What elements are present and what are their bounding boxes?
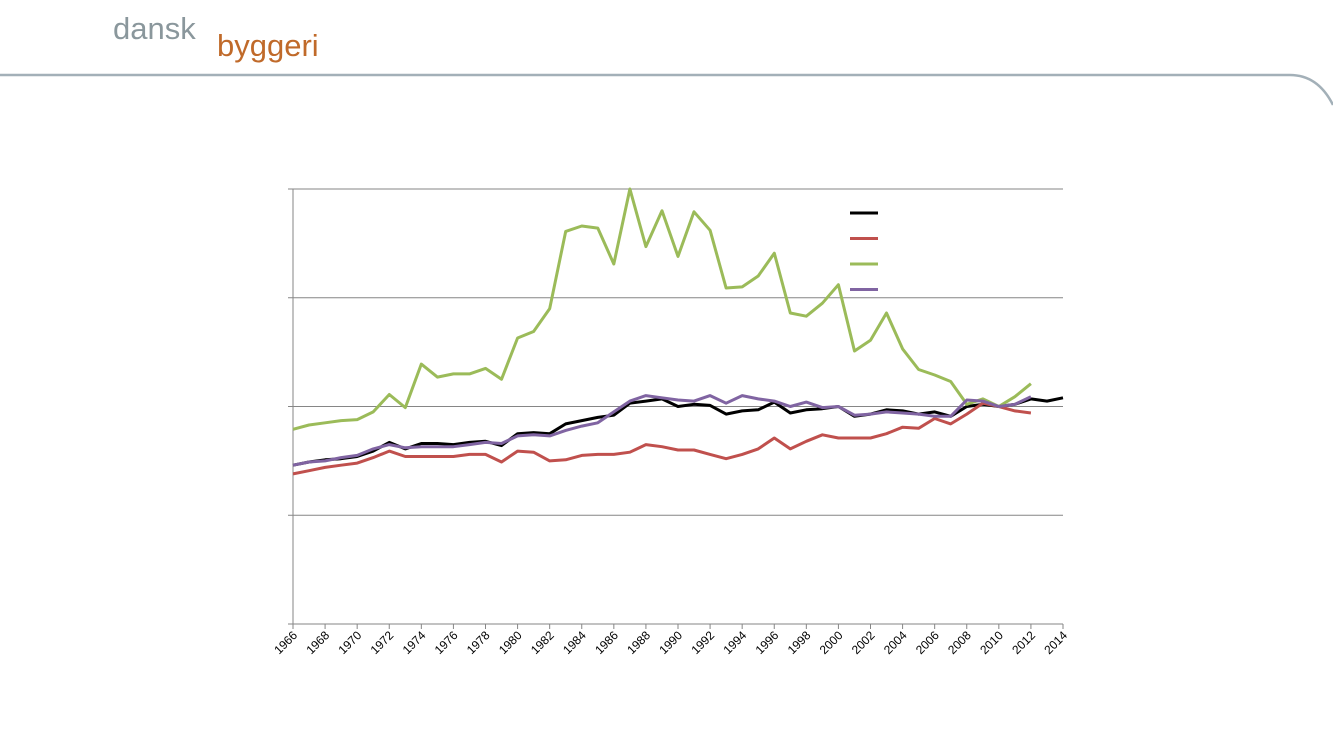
x-tick-label: 2008 [945, 628, 974, 657]
x-tick-label: 1970 [336, 628, 365, 657]
x-tick-label: 1982 [528, 628, 557, 657]
axes [288, 188, 1064, 629]
x-tick-label: 2004 [881, 628, 910, 657]
x-tick-label: 1996 [753, 628, 782, 657]
x-tick-label: 2014 [1041, 628, 1070, 657]
x-tick-label: 1966 [271, 628, 300, 657]
x-tick-label: 1998 [785, 628, 814, 657]
x-tick-label: 2000 [817, 628, 846, 657]
header-rule [0, 73, 1333, 106]
x-tick-label: 2002 [849, 628, 878, 657]
x-tick-label: 1988 [624, 628, 653, 657]
x-tick-label: 1984 [560, 628, 589, 657]
x-tick-label: 1976 [432, 628, 461, 657]
legend [850, 211, 878, 291]
series-line-4 [292, 394, 1032, 467]
dansk-byggeri-logo: dansk byggeri [113, 12, 319, 63]
x-tick-label: 1972 [368, 628, 397, 657]
logo-dansk-text: dansk [113, 12, 196, 46]
series-line-3 [292, 187, 1032, 431]
x-tick-label: 2006 [913, 628, 942, 657]
series-line-1 [292, 396, 1064, 467]
grid-lines [293, 188, 1063, 516]
x-tick-label: 1968 [303, 628, 332, 657]
series-lines [292, 187, 1064, 476]
x-tick-label: 1986 [592, 628, 621, 657]
x-tick-label: 1994 [721, 628, 750, 657]
x-tick-label: 1978 [464, 628, 493, 657]
series-line-2 [292, 401, 1032, 476]
logo-byggeri-text: byggeri [217, 28, 319, 63]
x-tick-label: 1990 [656, 628, 685, 657]
x-tick-label: 2012 [1009, 628, 1038, 657]
x-axis-tick-labels: 1966 1968 1970 1972 1974 1976 1978 1980 1982 1984… [271, 628, 1070, 657]
x-tick-label: 1992 [688, 628, 717, 657]
x-tick-label: 1980 [496, 628, 525, 657]
x-tick-label: 1974 [400, 628, 429, 657]
x-tick-label: 2010 [977, 628, 1006, 657]
